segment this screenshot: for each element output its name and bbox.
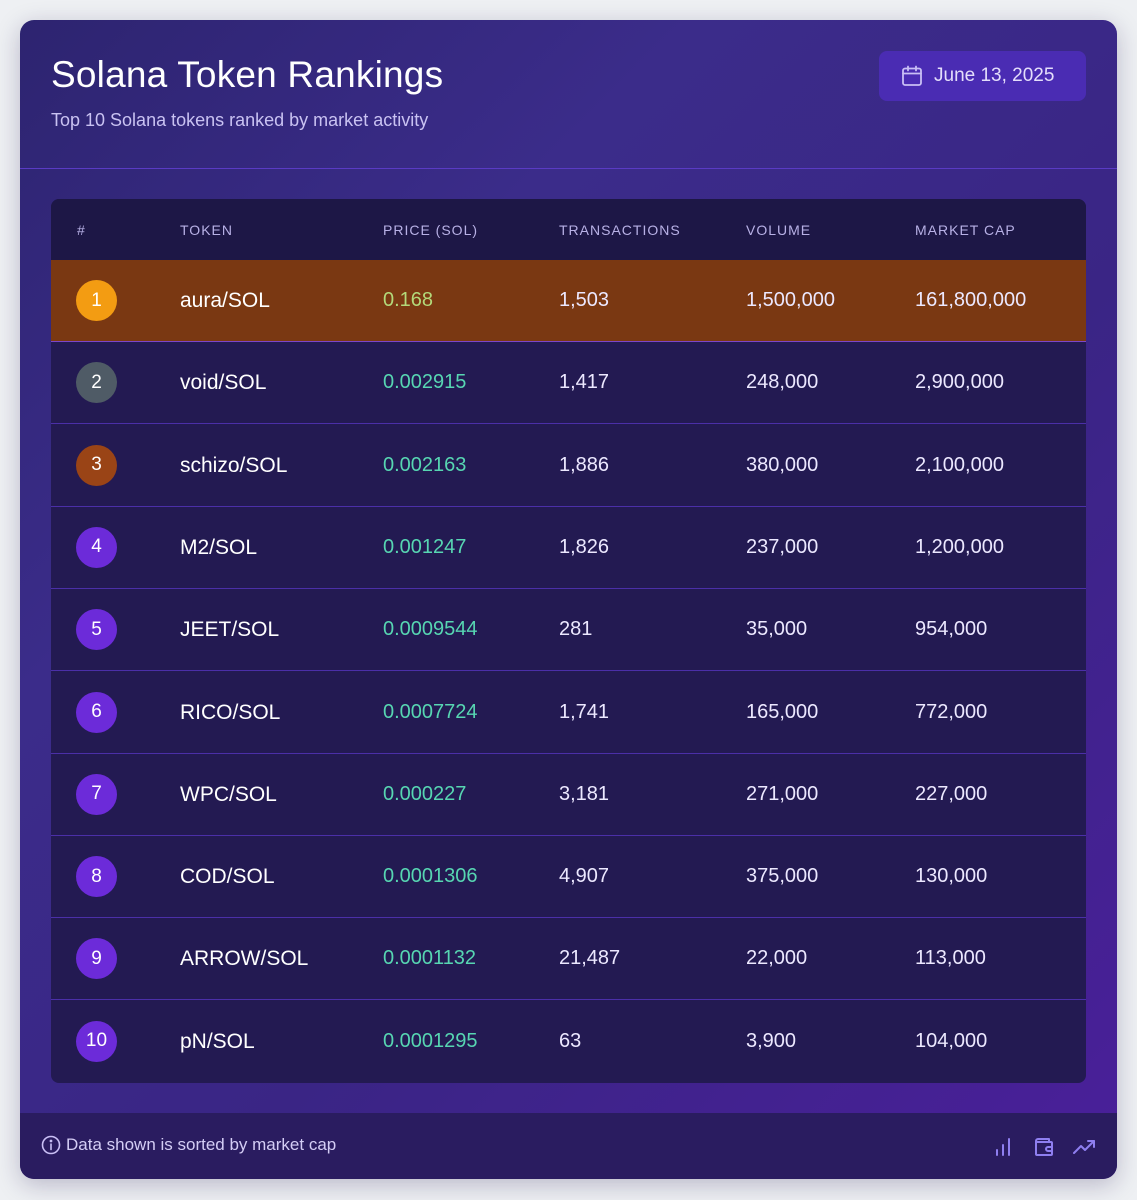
- token-market-cap: 2,100,000: [915, 453, 1004, 476]
- token-market-cap: 1,200,000: [915, 535, 1004, 558]
- table-row[interactable]: 3 schizo/SOL 0.002163 1,886 380,000 2,100,000: [51, 425, 1086, 507]
- info-icon: [41, 1135, 61, 1155]
- token-price: 0.0001295: [383, 1029, 478, 1052]
- token-price: 0.000227: [383, 782, 467, 805]
- page-subtitle: Top 10 Solana tokens ranked by market ac…: [51, 110, 429, 130]
- bar-chart-icon[interactable]: [991, 1135, 1015, 1159]
- table-row[interactable]: 8 COD/SOL 0.0001306 4,907 375,000 130,000: [51, 836, 1086, 919]
- token-price: 0.001247: [383, 535, 467, 558]
- token-market-cap: 772,000: [915, 700, 988, 723]
- token-name: schizo/SOL: [180, 453, 288, 477]
- token-name: aura/SOL: [180, 289, 270, 312]
- token-market-cap: 161,800,000: [915, 289, 1027, 311]
- token-volume: 35,000: [746, 618, 808, 641]
- token-market-cap: 954,000: [915, 618, 988, 641]
- table-row[interactable]: 10 pN/SOL 0.0001295 63 3,900 104,000: [51, 1001, 1086, 1083]
- token-name: RICO/SOL: [180, 700, 281, 724]
- token-transactions: 21,487: [559, 947, 621, 970]
- column-header-rank[interactable]: #: [77, 222, 86, 238]
- rankings-card: Solana Token Rankings Top 10 Solana toke…: [20, 20, 1117, 1179]
- token-market-cap: 2,900,000: [915, 371, 1004, 394]
- rank-badge: 2: [76, 362, 117, 404]
- token-volume: 248,000: [746, 371, 819, 394]
- token-volume: 3,900: [746, 1029, 797, 1052]
- date-badge: June 13, 2025: [879, 51, 1086, 101]
- token-price: 0.002915: [383, 371, 467, 394]
- token-transactions: 1,417: [559, 371, 610, 394]
- token-name: pN/SOL: [180, 1029, 255, 1053]
- rank-badge: 6: [76, 691, 117, 733]
- rank-badge: 1: [76, 280, 117, 321]
- token-transactions: 4,907: [559, 865, 610, 888]
- page-title: Solana Token Rankings: [51, 54, 444, 95]
- table-row[interactable]: 7 WPC/SOL 0.000227 3,181 271,000 227,000: [51, 754, 1086, 836]
- rank-badge: 10: [76, 1020, 117, 1062]
- column-header-volume[interactable]: VOLUME: [746, 222, 812, 238]
- table-row[interactable]: 2 void/SOL 0.002915 1,417 248,000 2,900,000: [51, 342, 1086, 425]
- trending-up-icon[interactable]: [1072, 1135, 1096, 1159]
- rank-badge: 9: [76, 938, 117, 980]
- token-volume: 271,000: [746, 782, 819, 805]
- table-row[interactable]: 4 M2/SOL 0.001247 1,826 237,000 1,200,000: [51, 507, 1086, 589]
- token-name: JEET/SOL: [180, 618, 280, 642]
- token-price: 0.002163: [383, 453, 467, 476]
- card-footer: Data shown is sorted by market cap: [20, 1113, 1117, 1179]
- token-market-cap: 113,000: [915, 947, 986, 970]
- token-volume: 165,000: [746, 700, 819, 723]
- token-volume: 375,000: [746, 865, 819, 888]
- rank-badge: 3: [76, 444, 117, 486]
- token-market-cap: 227,000: [915, 782, 988, 805]
- token-price: 0.0001132: [383, 947, 477, 970]
- token-transactions: 1,826: [559, 535, 610, 558]
- card-header: Solana Token Rankings Top 10 Solana toke…: [20, 20, 1117, 169]
- wallet-icon[interactable]: [1032, 1135, 1056, 1159]
- rank-badge: 5: [76, 609, 117, 651]
- token-transactions: 1,886: [559, 453, 610, 476]
- rank-badge: 8: [76, 856, 117, 898]
- rank-badge: 4: [76, 526, 117, 568]
- token-transactions: 1,741: [559, 700, 610, 723]
- token-market-cap: 130,000: [915, 865, 988, 888]
- token-name: WPC/SOL: [180, 782, 277, 806]
- token-volume: 380,000: [746, 453, 819, 476]
- token-price: 0.0009544: [383, 618, 478, 641]
- token-name: M2/SOL: [180, 535, 258, 559]
- table-row[interactable]: 6 RICO/SOL 0.0007724 1,741 165,000 772,000: [51, 672, 1086, 754]
- token-transactions: 281: [559, 618, 593, 641]
- token-price: 0.0007724: [383, 700, 478, 723]
- token-transactions: 3,181: [559, 782, 610, 805]
- token-price: 0.0001306: [383, 865, 478, 888]
- table-row[interactable]: 9 ARROW/SOL 0.0001132 21,487 22,000 113,000: [51, 918, 1086, 1001]
- token-transactions: 63: [559, 1029, 582, 1052]
- token-volume: 237,000: [746, 535, 819, 558]
- token-name: void/SOL: [180, 371, 267, 395]
- token-volume: 22,000: [746, 947, 808, 970]
- column-header-transactions[interactable]: TRANSACTIONS: [559, 222, 681, 238]
- column-header-token[interactable]: TOKEN: [180, 222, 233, 238]
- column-header-market-cap[interactable]: MARKET CAP: [915, 222, 1016, 238]
- table-header: # TOKEN PRICE (SOL) TRANSACTIONS VOLUME …: [51, 199, 1086, 260]
- token-name: COD/SOL: [180, 865, 275, 889]
- date-text: June 13, 2025: [934, 65, 1055, 86]
- token-market-cap: 104,000: [915, 1029, 988, 1052]
- table-row[interactable]: 1 aura/SOL 0.168 1,503 1,500,000 161,800,000: [51, 260, 1086, 342]
- token-volume: 1,500,000: [746, 289, 835, 311]
- column-header-price[interactable]: PRICE (SOL): [383, 222, 479, 238]
- calendar-icon: [900, 64, 924, 88]
- token-transactions: 1,503: [559, 289, 610, 311]
- table-row[interactable]: 5 JEET/SOL 0.0009544 281 35,000 954,000: [51, 589, 1086, 672]
- footer-note: Data shown is sorted by market cap: [66, 1135, 337, 1154]
- token-price: 0.168: [383, 289, 434, 311]
- rank-badge: 7: [76, 773, 117, 815]
- token-name: ARROW/SOL: [180, 947, 309, 971]
- rankings-table: # TOKEN PRICE (SOL) TRANSACTIONS VOLUME …: [51, 199, 1086, 1083]
